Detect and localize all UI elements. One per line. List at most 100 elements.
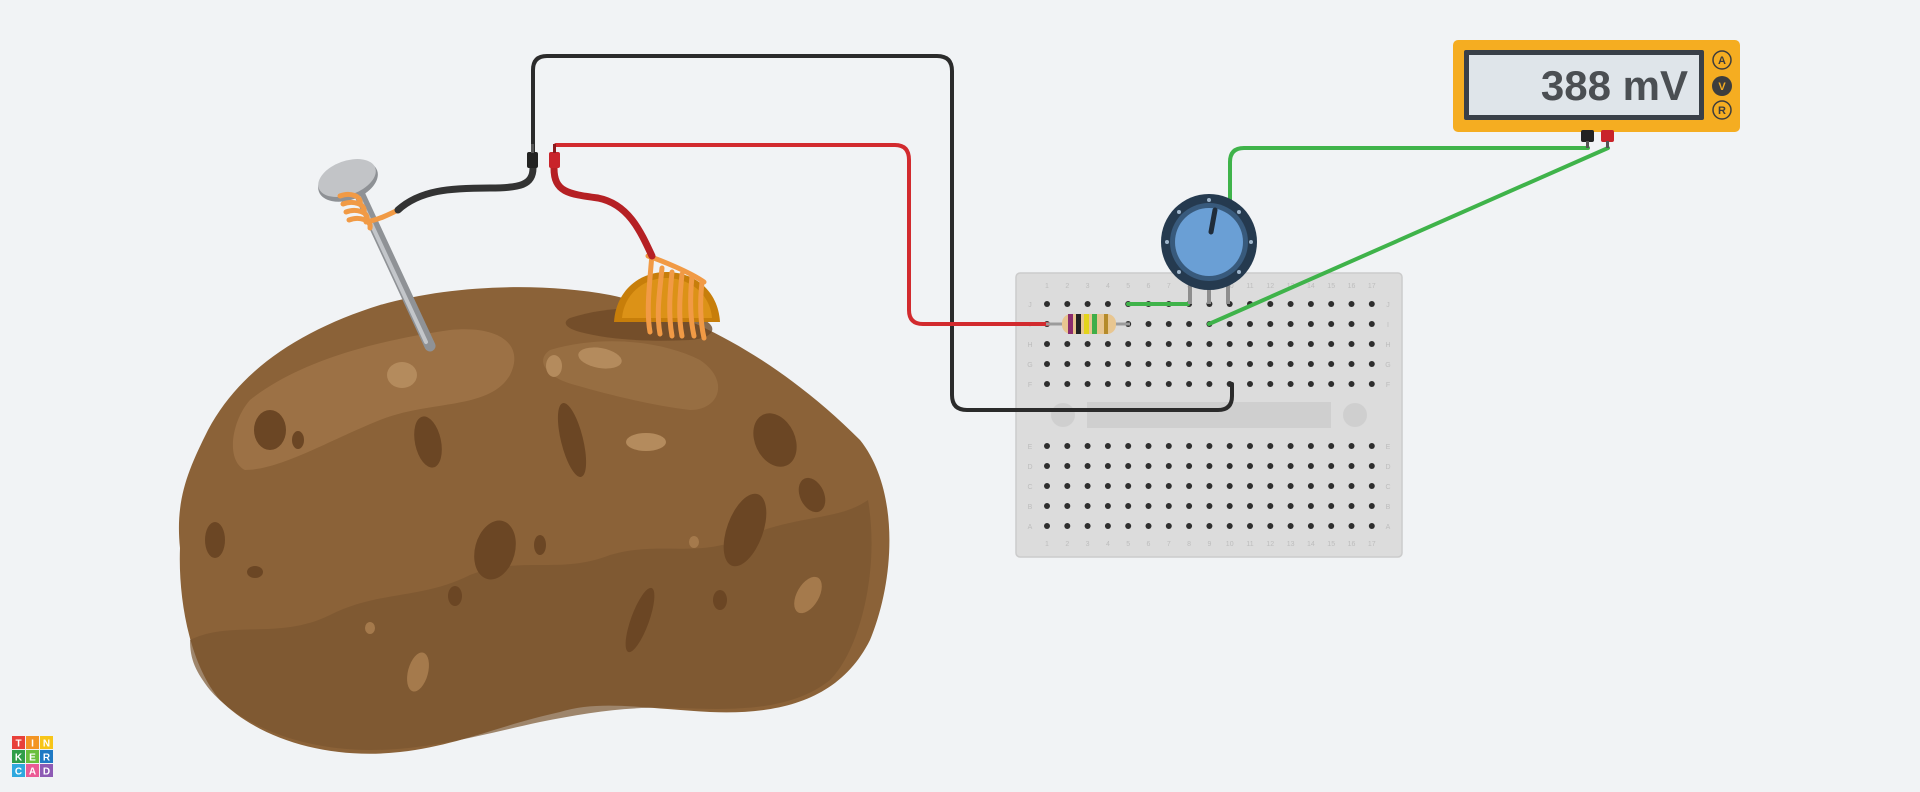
breadboard-hole[interactable] (1328, 443, 1335, 449)
breadboard-hole[interactable] (1104, 483, 1111, 489)
breadboard-hole[interactable] (1186, 523, 1193, 529)
breadboard-hole[interactable] (1307, 381, 1314, 387)
breadboard-hole[interactable] (1044, 301, 1050, 307)
breadboard-hole[interactable] (1348, 341, 1355, 347)
breadboard-hole[interactable] (1226, 361, 1233, 367)
breadboard-hole[interactable] (1267, 463, 1274, 469)
breadboard-hole[interactable] (1064, 463, 1071, 469)
breadboard-hole[interactable] (1226, 463, 1233, 469)
breadboard-hole[interactable] (1064, 503, 1071, 509)
black-wire[interactable] (531, 54, 1234, 412)
breadboard-hole[interactable] (1165, 443, 1172, 449)
breadboard-hole[interactable] (1247, 341, 1253, 347)
breadboard-hole[interactable] (1206, 381, 1213, 387)
breadboard-hole[interactable] (1125, 503, 1132, 509)
breadboard-hole[interactable] (1044, 483, 1050, 489)
breadboard-hole[interactable] (1247, 503, 1253, 509)
red-lead[interactable] (550, 164, 656, 260)
potato[interactable] (178, 287, 890, 754)
breadboard-hole[interactable] (1247, 443, 1253, 449)
breadboard-hole[interactable] (1165, 361, 1172, 367)
breadboard-hole[interactable] (1247, 361, 1253, 367)
breadboard-hole[interactable] (1064, 381, 1071, 387)
breadboard-hole[interactable] (1368, 503, 1375, 509)
breadboard-hole[interactable] (1368, 381, 1375, 387)
breadboard[interactable]: JJIIHHGGFFEEDDCCBBAA11223344556677889910… (1015, 272, 1403, 558)
breadboard-hole[interactable] (1348, 463, 1355, 469)
red-wire[interactable] (554, 143, 1050, 326)
breadboard-hole[interactable] (1145, 443, 1152, 449)
breadboard-hole[interactable] (1165, 503, 1172, 509)
mode-button-a[interactable]: A (1712, 50, 1732, 70)
breadboard-hole[interactable] (1145, 483, 1152, 489)
breadboard-hole[interactable] (1125, 361, 1132, 367)
breadboard-hole[interactable] (1044, 361, 1050, 367)
resistor[interactable] (1046, 314, 1130, 334)
breadboard-hole[interactable] (1206, 483, 1213, 489)
breadboard-hole[interactable] (1084, 483, 1091, 489)
breadboard-hole[interactable] (1226, 503, 1233, 509)
breadboard-hole[interactable] (1165, 381, 1172, 387)
breadboard-hole[interactable] (1186, 321, 1193, 327)
breadboard-hole[interactable] (1064, 523, 1071, 529)
breadboard-hole[interactable] (1064, 341, 1071, 347)
breadboard-hole[interactable] (1145, 321, 1152, 327)
breadboard-hole[interactable] (1267, 503, 1274, 509)
breadboard-hole[interactable] (1206, 341, 1213, 347)
tinkercad-logo[interactable]: T I N K E R C A D (12, 736, 53, 778)
breadboard-hole[interactable] (1267, 381, 1274, 387)
black-probe-terminal[interactable] (1581, 130, 1594, 148)
breadboard-hole[interactable] (1084, 341, 1091, 347)
breadboard-hole[interactable] (1267, 361, 1274, 367)
breadboard-hole[interactable] (1226, 483, 1233, 489)
breadboard-hole[interactable] (1145, 523, 1152, 529)
breadboard-hole[interactable] (1084, 523, 1091, 529)
breadboard-hole[interactable] (1206, 523, 1213, 529)
breadboard-hole[interactable] (1044, 523, 1050, 529)
breadboard-hole[interactable] (1307, 443, 1314, 449)
breadboard-hole[interactable] (1165, 341, 1172, 347)
green-wire[interactable] (1228, 146, 1590, 220)
breadboard-hole[interactable] (1064, 443, 1071, 449)
breadboard-hole[interactable] (1348, 483, 1355, 489)
breadboard-hole[interactable] (1125, 463, 1132, 469)
breadboard-hole[interactable] (1328, 463, 1335, 469)
breadboard-hole[interactable] (1247, 381, 1253, 387)
breadboard-hole[interactable] (1328, 523, 1335, 529)
breadboard-hole[interactable] (1368, 361, 1375, 367)
nail-electrode[interactable] (312, 152, 436, 352)
breadboard-hole[interactable] (1206, 443, 1213, 449)
breadboard-hole[interactable] (1368, 341, 1375, 347)
mode-button-v[interactable]: V (1712, 76, 1732, 96)
breadboard-hole[interactable] (1368, 463, 1375, 469)
breadboard-hole[interactable] (1328, 483, 1335, 489)
breadboard-hole[interactable] (1267, 321, 1274, 327)
mode-button-r[interactable]: R (1712, 100, 1732, 120)
breadboard-hole[interactable] (1287, 381, 1294, 387)
breadboard-hole[interactable] (1206, 503, 1213, 509)
breadboard-hole[interactable] (1348, 523, 1355, 529)
breadboard-hole[interactable] (1348, 381, 1355, 387)
breadboard-hole[interactable] (1186, 361, 1193, 367)
breadboard-hole[interactable] (1104, 443, 1111, 449)
breadboard-hole[interactable] (1125, 341, 1132, 347)
breadboard-hole[interactable] (1165, 463, 1172, 469)
breadboard-hole[interactable] (1307, 341, 1314, 347)
breadboard-hole[interactable] (1125, 483, 1132, 489)
breadboard-hole[interactable] (1267, 301, 1274, 307)
breadboard-hole[interactable] (1104, 341, 1111, 347)
breadboard-hole[interactable] (1064, 301, 1071, 307)
breadboard-hole[interactable] (1104, 381, 1111, 387)
breadboard-hole[interactable] (1247, 483, 1253, 489)
breadboard-hole[interactable] (1084, 463, 1091, 469)
breadboard-hole[interactable] (1064, 361, 1071, 367)
breadboard-hole[interactable] (1368, 483, 1375, 489)
breadboard-hole[interactable] (1307, 503, 1314, 509)
breadboard-hole[interactable] (1247, 463, 1253, 469)
green-wire[interactable] (1207, 146, 1610, 326)
breadboard-hole[interactable] (1287, 341, 1294, 347)
breadboard-hole[interactable] (1104, 523, 1111, 529)
breadboard-hole[interactable] (1287, 503, 1294, 509)
breadboard-hole[interactable] (1145, 503, 1152, 509)
